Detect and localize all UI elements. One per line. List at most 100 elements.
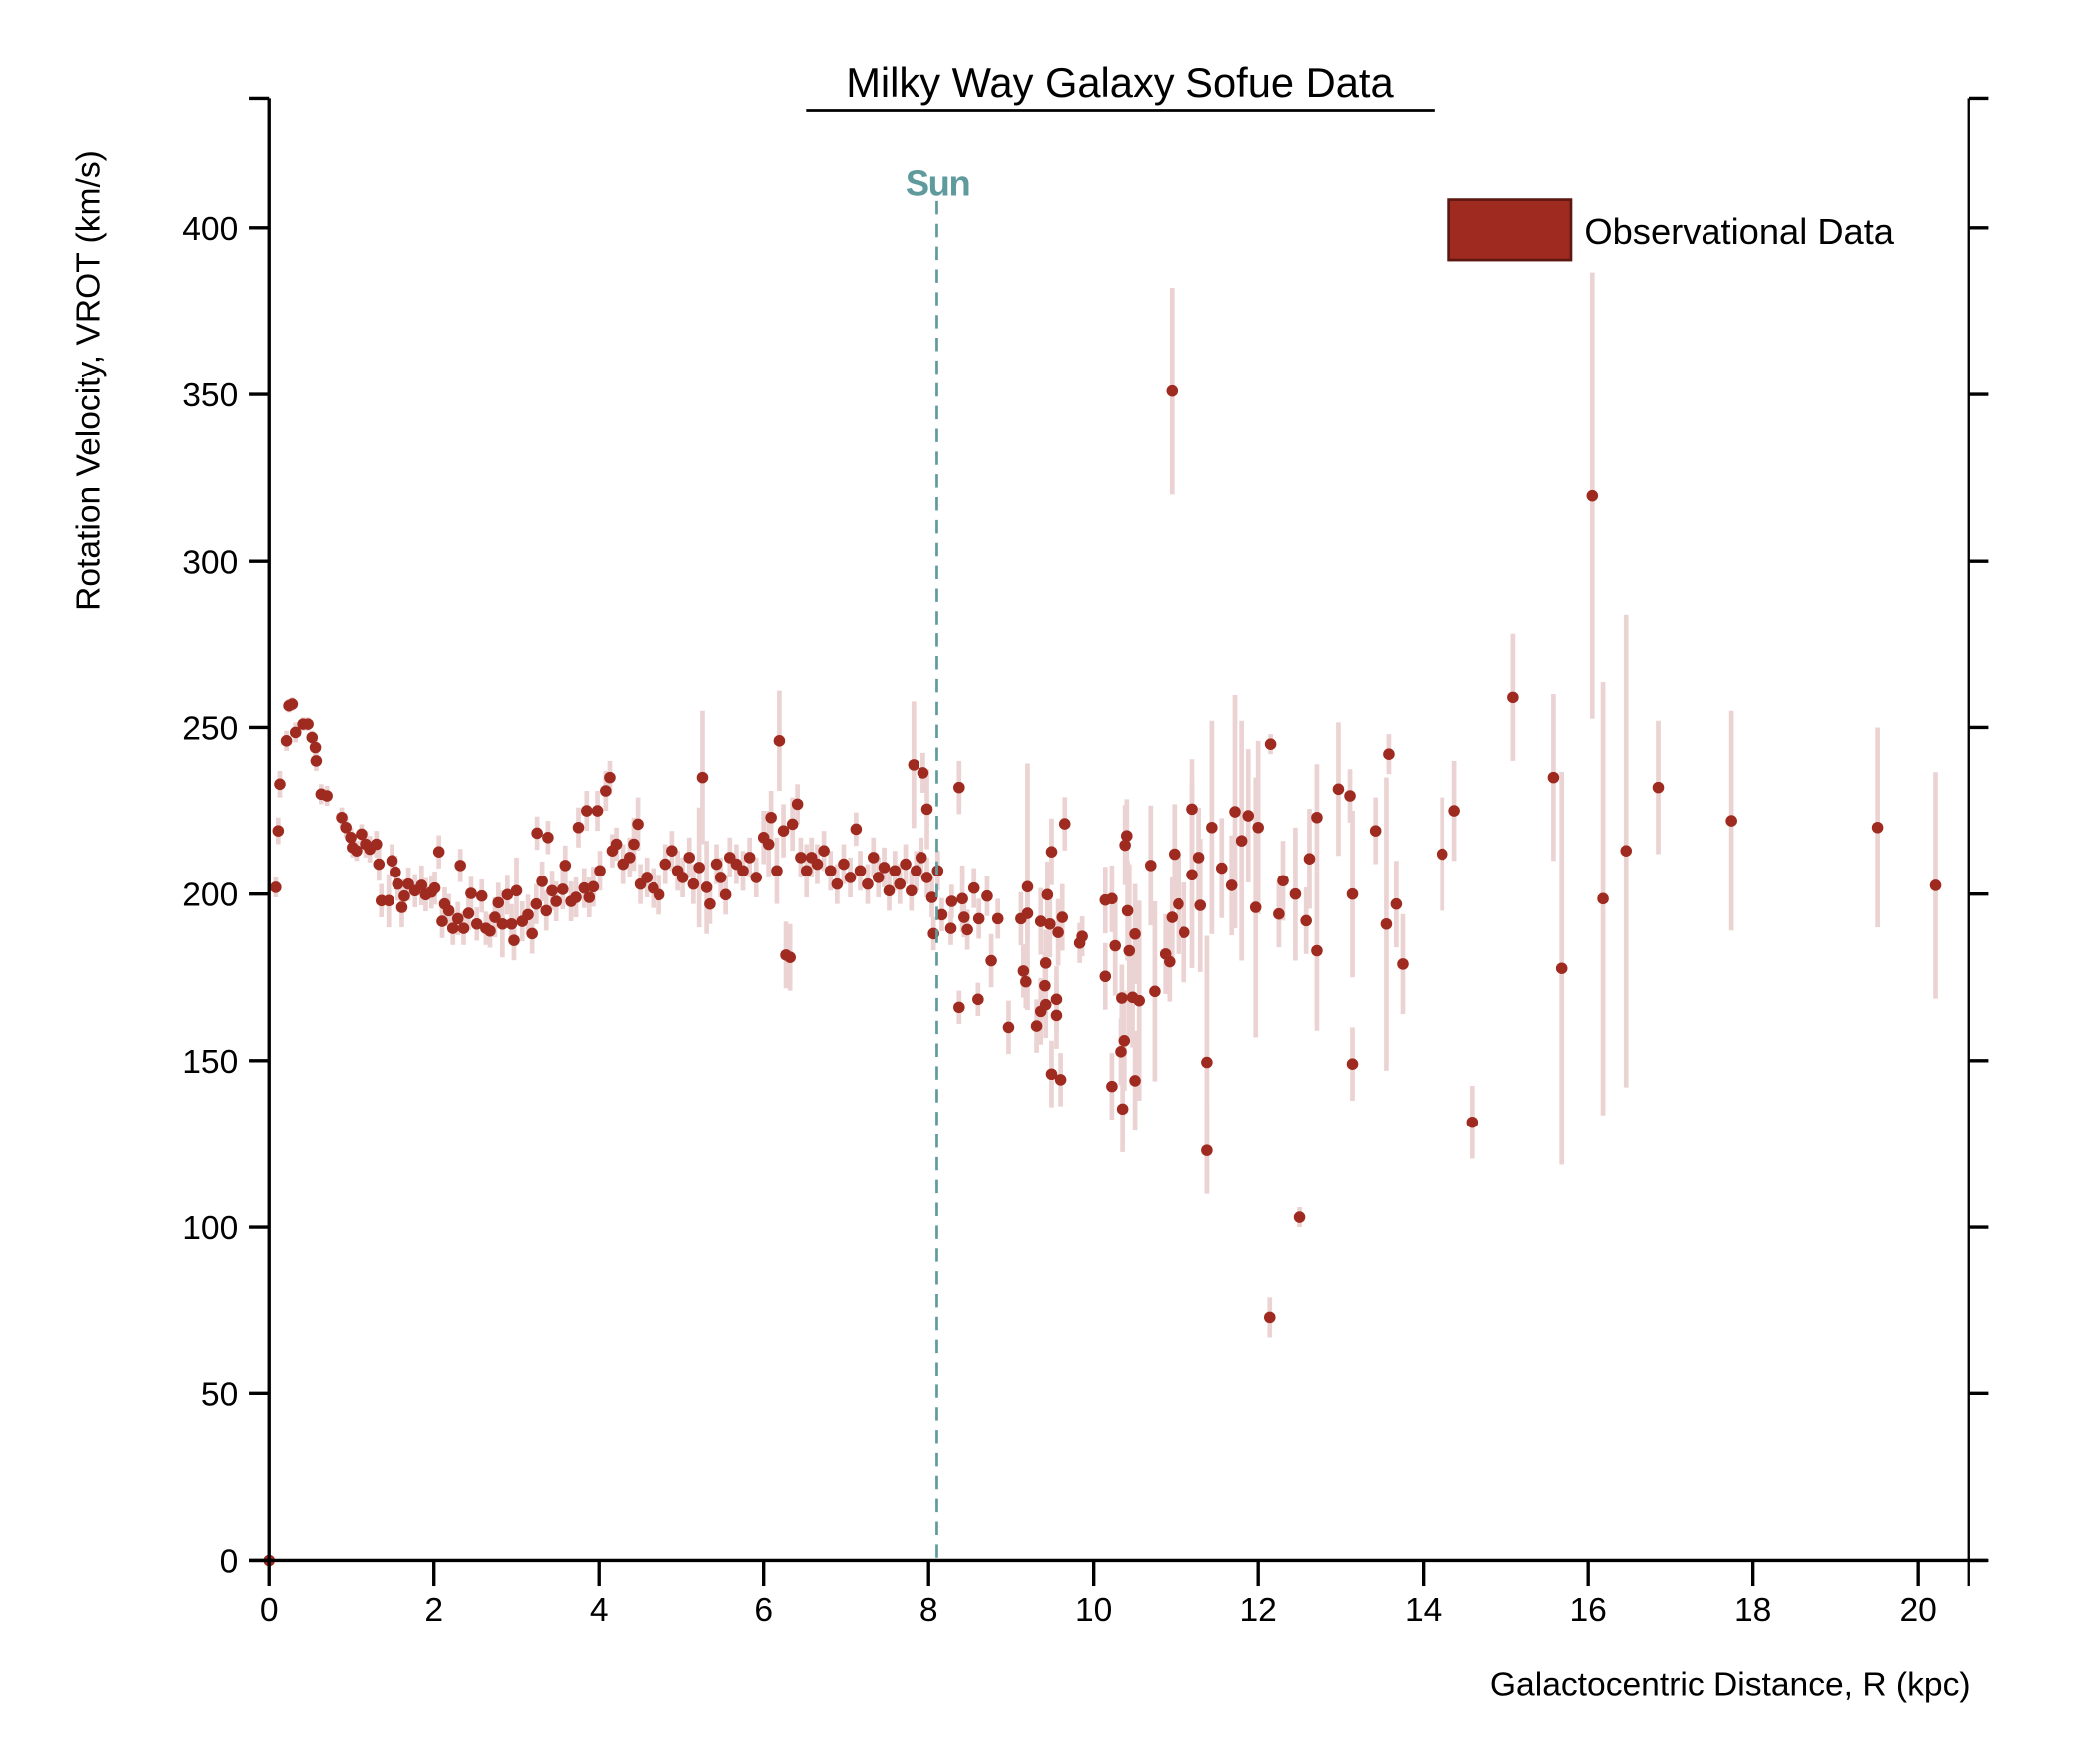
data-point xyxy=(889,865,902,877)
data-point xyxy=(1448,805,1460,817)
data-point xyxy=(1039,979,1051,992)
data-point xyxy=(862,877,874,890)
data-point xyxy=(1547,771,1560,784)
data-point xyxy=(540,904,553,917)
data-point xyxy=(351,845,363,857)
data-point xyxy=(676,872,689,883)
x-tick-label: 14 xyxy=(1405,1592,1442,1628)
data-point xyxy=(272,825,285,837)
data-point xyxy=(442,904,455,917)
data-point xyxy=(838,858,850,871)
data-point xyxy=(824,865,837,877)
x-tick-label: 8 xyxy=(919,1592,938,1628)
data-point xyxy=(398,889,410,902)
data-point xyxy=(1229,806,1241,818)
data-point xyxy=(1020,975,1032,988)
data-point xyxy=(451,912,464,925)
data-point xyxy=(1166,911,1179,923)
data-point xyxy=(1436,848,1448,861)
data-point xyxy=(1050,1009,1063,1022)
data-point xyxy=(1106,892,1118,905)
data-point xyxy=(356,828,368,841)
data-point xyxy=(1215,862,1228,875)
data-point xyxy=(1056,911,1069,923)
data-point xyxy=(510,884,523,897)
data-point xyxy=(289,726,302,739)
data-point xyxy=(714,872,727,883)
data-point xyxy=(1620,845,1633,857)
data-point xyxy=(1169,848,1181,861)
data-point xyxy=(1118,1035,1131,1047)
data-point xyxy=(666,845,678,857)
data-point xyxy=(309,741,322,754)
data-point xyxy=(572,821,585,834)
data-point xyxy=(811,858,824,871)
data-point xyxy=(1106,1080,1118,1093)
data-point xyxy=(436,915,448,927)
data-point xyxy=(496,917,509,930)
data-point xyxy=(1166,384,1179,397)
y-tick-label: 400 xyxy=(182,211,238,248)
data-point xyxy=(1346,887,1359,900)
data-point xyxy=(415,879,428,891)
data-point xyxy=(546,884,558,897)
data-point xyxy=(530,897,543,910)
chart-title: Milky Way Galaxy Sofue Data xyxy=(846,59,1394,106)
data-point xyxy=(1311,944,1323,957)
data-point xyxy=(557,883,569,895)
data-point xyxy=(274,778,286,791)
data-point xyxy=(583,891,596,903)
data-point xyxy=(773,735,786,747)
data-point xyxy=(336,811,348,824)
data-point xyxy=(737,865,749,877)
data-point xyxy=(489,911,501,923)
data-point xyxy=(1249,901,1262,913)
data-point xyxy=(1133,994,1145,1007)
data-point xyxy=(475,889,488,902)
data-point xyxy=(1300,914,1312,927)
data-point xyxy=(1725,815,1737,827)
data-point xyxy=(953,1001,965,1014)
data-point xyxy=(659,858,672,871)
data-point xyxy=(462,907,475,919)
x-tick-label: 20 xyxy=(1899,1592,1936,1628)
data-point xyxy=(505,917,518,930)
data-point xyxy=(967,881,980,894)
data-point xyxy=(935,908,948,921)
data-point xyxy=(1054,1074,1067,1086)
data-point xyxy=(1076,930,1088,942)
data-point xyxy=(345,832,357,844)
data-point xyxy=(570,891,582,903)
data-point xyxy=(1099,970,1112,983)
data-point xyxy=(1149,985,1161,998)
data-point xyxy=(1273,907,1285,920)
data-point xyxy=(302,718,314,730)
data-point xyxy=(945,895,958,907)
y-ticks: 0 50 100 150 200 250 300 350 400 xyxy=(182,211,1989,1581)
data-point xyxy=(1555,962,1568,975)
data-point xyxy=(944,922,957,934)
data-point xyxy=(591,805,604,817)
data-point xyxy=(484,924,496,937)
data-point xyxy=(542,832,554,844)
data-point xyxy=(610,838,623,851)
data-point xyxy=(1045,846,1058,858)
legend-swatch xyxy=(1447,198,1573,262)
data-point xyxy=(1116,1103,1129,1116)
data-point xyxy=(632,818,644,831)
data-points xyxy=(263,384,1942,1567)
data-point xyxy=(687,877,700,890)
data-point xyxy=(1123,944,1136,957)
data-point xyxy=(310,755,323,767)
x-tick-label: 12 xyxy=(1239,1592,1276,1628)
data-point xyxy=(1030,1020,1043,1032)
data-point xyxy=(854,865,867,877)
data-point xyxy=(604,771,616,784)
data-point xyxy=(831,877,844,890)
data-point xyxy=(392,877,404,890)
data-point xyxy=(911,865,922,877)
data-point xyxy=(762,838,775,851)
data-point xyxy=(1173,897,1184,910)
data-point xyxy=(1264,738,1277,750)
x-ticks: 0 2 4 6 8 10 12 14 16 18 20 xyxy=(260,1560,1937,1628)
